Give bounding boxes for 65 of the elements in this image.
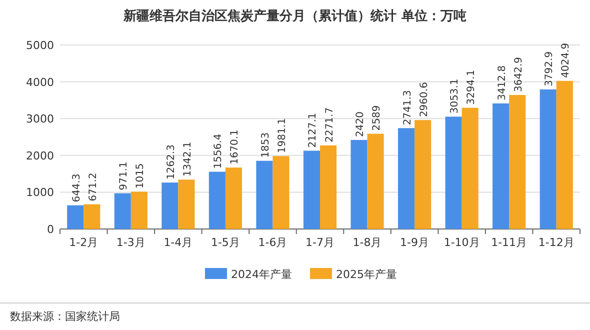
data-label: 2271.7 — [324, 107, 336, 142]
x-tick-label: 1-2月 — [69, 236, 98, 249]
bar — [320, 145, 337, 229]
y-tick-label: 5000 — [26, 39, 54, 52]
data-label: 971.1 — [118, 162, 130, 190]
bar — [256, 160, 273, 229]
bar — [67, 205, 84, 229]
bar — [398, 128, 415, 229]
data-label: 2589 — [372, 105, 383, 131]
bar — [84, 204, 100, 229]
y-tick-label: 0 — [47, 223, 54, 236]
data-label: 1981.1 — [277, 118, 288, 154]
x-tick-label: 1-11月 — [491, 236, 528, 249]
bar — [178, 180, 195, 229]
data-label: 1853 — [260, 132, 272, 158]
data-label: 1262.3 — [166, 144, 177, 180]
data-label: 1342.1 — [182, 142, 194, 177]
x-tick-label: 1-8月 — [352, 236, 382, 249]
data-label: 2960.6 — [418, 82, 430, 118]
data-label: 4024.9 — [560, 42, 572, 78]
bar — [272, 156, 290, 229]
chart-title: 新疆维吾尔自治区焦炭产量分月（累计值）统计 单位：万吨 — [122, 8, 466, 24]
source-note: 数据来源：国家统计局 — [10, 310, 120, 323]
x-tick-label: 1-10月 — [444, 236, 480, 249]
data-label: 644.3 — [71, 174, 82, 202]
data-label: 3642.9 — [513, 56, 524, 92]
bar — [303, 150, 320, 229]
bar — [540, 89, 556, 229]
data-label: 1015 — [135, 163, 146, 189]
y-tick-label: 1000 — [26, 186, 54, 200]
x-tick-label: 1-12月 — [538, 236, 574, 249]
data-label: 3412.8 — [496, 65, 508, 100]
x-tick-label: 1-9月 — [400, 236, 430, 249]
legend-label: 2024年产量 — [231, 268, 292, 281]
data-label: 2420 — [355, 111, 366, 137]
x-tick-label: 1-7月 — [306, 236, 334, 249]
y-tick-label: 3000 — [26, 112, 54, 126]
bar — [208, 172, 226, 229]
bar — [414, 120, 432, 229]
y-tick-label: 4000 — [26, 76, 54, 89]
bar — [130, 192, 148, 229]
x-tick-label: 1-3月 — [116, 236, 146, 249]
bar — [445, 116, 462, 229]
bar — [367, 134, 384, 229]
data-label: 2741.3 — [402, 90, 414, 126]
data-label: 1556.4 — [213, 134, 224, 169]
data-label: 671.2 — [88, 172, 99, 202]
bar — [162, 182, 178, 229]
bar — [462, 108, 478, 229]
data-label: 2127.1 — [308, 112, 319, 148]
y-tick-label: 2000 — [26, 149, 54, 162]
x-tick-label: 1-5月 — [210, 236, 240, 249]
data-label: 3792.9 — [544, 51, 556, 86]
x-tick-label: 1-4月 — [164, 236, 193, 249]
legend-label: 2025年产量 — [336, 268, 397, 281]
bar — [350, 140, 368, 229]
bar — [225, 168, 242, 229]
bar — [509, 94, 526, 229]
x-tick-label: 1-6月 — [258, 236, 288, 249]
data-label: 3053.1 — [450, 78, 461, 114]
bar — [114, 193, 131, 229]
bar — [492, 103, 510, 229]
bar — [556, 80, 573, 229]
data-label: 1670.1 — [230, 130, 241, 165]
data-label: 3294.1 — [466, 70, 478, 105]
